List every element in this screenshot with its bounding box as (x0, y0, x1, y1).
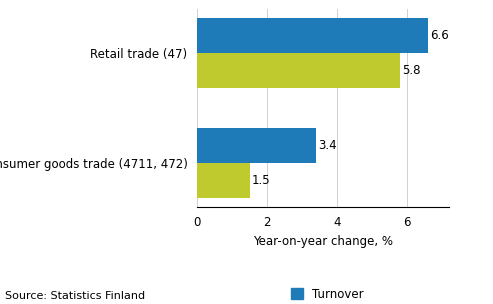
Text: 5.8: 5.8 (402, 64, 421, 77)
Text: 1.5: 1.5 (252, 174, 271, 187)
Text: 6.6: 6.6 (430, 29, 449, 42)
Bar (197, 53, 400, 88)
X-axis label: Year-on-year change, %: Year-on-year change, % (253, 235, 393, 248)
Text: 3.4: 3.4 (318, 139, 337, 152)
Bar (197, 18, 428, 53)
Text: Source: Statistics Finland: Source: Statistics Finland (5, 291, 145, 301)
Bar (197, 128, 316, 163)
Legend: Turnover, Sales volume: Turnover, Sales volume (291, 288, 391, 304)
Bar (197, 163, 249, 198)
